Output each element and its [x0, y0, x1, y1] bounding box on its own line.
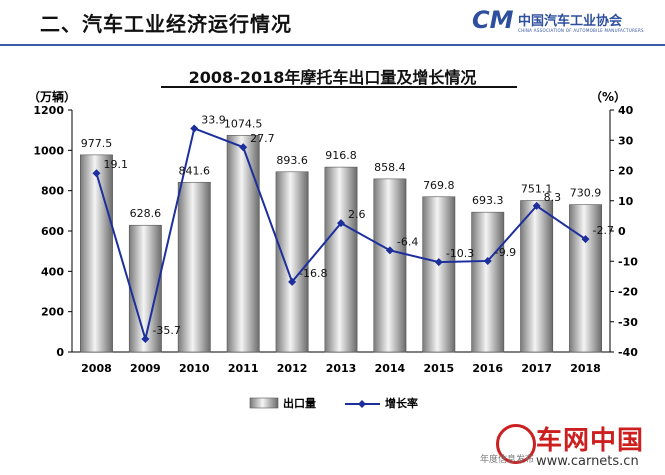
right-tick-label: -30	[618, 316, 638, 329]
growth-value-label: 2.6	[348, 208, 366, 221]
bar	[471, 211, 505, 353]
right-tick-label: 40	[618, 104, 634, 117]
x-tick-label: 2016	[472, 362, 503, 375]
watermark: 车网中国 www.carnets.cn	[496, 420, 664, 472]
right-tick-label: 30	[618, 134, 634, 147]
growth-value-label: -2.7	[593, 224, 614, 237]
bar	[80, 154, 113, 353]
header-divider	[0, 44, 665, 46]
growth-value-label: -9.9	[495, 246, 516, 259]
bar-value-label: 693.3	[472, 194, 504, 207]
left-axis-unit: （万辆）	[28, 90, 77, 104]
carnet-logo-icon	[496, 424, 536, 464]
growth-value-label: 27.7	[250, 132, 275, 145]
growth-point	[239, 143, 248, 152]
right-tick-label: -40	[618, 346, 638, 359]
x-tick-label: 2017	[521, 362, 552, 375]
left-tick-label: 0	[56, 346, 64, 359]
chart-title-underline	[161, 86, 517, 88]
bar	[520, 200, 554, 353]
left-tick-label: 600	[41, 225, 64, 238]
caam-logo: CM 中国汽车工业协会 CHINA ASSOCIATION OF AUTOMOB…	[472, 4, 662, 40]
x-tick-label: 2013	[326, 362, 357, 375]
legend-line-marker	[358, 400, 366, 408]
right-tick-label: -10	[618, 255, 638, 268]
bar	[422, 196, 456, 353]
legend-line-label: 增长率	[385, 396, 418, 410]
bar	[275, 171, 309, 353]
bar	[324, 166, 358, 353]
left-tick-label: 200	[41, 306, 64, 319]
growth-point	[92, 169, 101, 178]
header: 二、汽车工业经济运行情况 CM 中国汽车工业协会 CHINA ASSOCIATI…	[0, 0, 665, 50]
bar-value-label: 858.4	[374, 161, 406, 174]
bar-value-label: 628.6	[130, 207, 162, 220]
footer-text: 年度信息发布	[480, 455, 535, 465]
growth-point	[190, 124, 199, 133]
growth-value-label: -35.7	[152, 324, 180, 337]
x-tick-label: 2012	[277, 362, 308, 375]
growth-value-label: 33.9	[201, 113, 226, 126]
right-axis-unit: （%）	[590, 90, 627, 104]
growth-value-label: -6.4	[397, 235, 418, 248]
bar	[373, 178, 407, 353]
left-tick-label: 1000	[33, 144, 64, 157]
bar	[226, 135, 260, 353]
watermark-url: www.carnets.cn	[536, 454, 639, 469]
growth-point	[141, 334, 150, 343]
bar-value-label: 1074.5	[224, 117, 263, 130]
left-tick-label: 800	[41, 185, 64, 198]
bar	[569, 204, 602, 353]
watermark-name: 车网中国	[536, 426, 645, 456]
bar-value-label: 893.6	[276, 154, 308, 167]
x-tick-label: 2018	[570, 362, 601, 375]
x-tick-label: 2008	[81, 362, 112, 375]
logo-english-name: CHINA ASSOCIATION OF AUTOMOBILE MANUFACT…	[518, 28, 644, 33]
bar-value-label: 916.8	[325, 149, 357, 162]
x-tick-label: 2011	[228, 362, 259, 375]
bar-value-label: 977.5	[81, 137, 113, 150]
growth-point	[434, 258, 443, 267]
bar-value-label: 769.8	[423, 179, 455, 192]
growth-value-label: 8.3	[544, 191, 562, 204]
right-tick-label: 20	[618, 165, 634, 178]
growth-value-label: 19.1	[103, 158, 128, 171]
left-tick-label: 400	[41, 265, 64, 278]
bar-value-label: 730.9	[570, 187, 602, 200]
x-tick-label: 2010	[179, 362, 210, 375]
growth-point	[581, 235, 590, 244]
legend-bar-swatch	[249, 397, 279, 409]
chart-title: 2008-2018年摩托车出口量及增长情况	[188, 68, 477, 87]
right-tick-label: 10	[618, 195, 634, 208]
right-tick-label: 0	[618, 225, 626, 238]
logo-mark-icon: CM	[472, 6, 514, 34]
growth-point	[385, 246, 394, 255]
left-tick-label: 1200	[33, 104, 64, 117]
growth-value-label: -16.8	[299, 267, 327, 280]
growth-value-label: -10.3	[446, 247, 474, 260]
right-tick-label: -20	[618, 286, 638, 299]
page-title: 二、汽车工业经济运行情况	[40, 12, 292, 36]
growth-point	[483, 256, 492, 265]
x-tick-label: 2014	[375, 362, 406, 375]
growth-point	[532, 201, 541, 210]
logo-chinese-name: 中国汽车工业协会	[518, 14, 623, 29]
legend-bar-label: 出口量	[283, 396, 316, 410]
bar	[177, 181, 211, 353]
bar-value-label: 751.1	[521, 183, 553, 196]
x-tick-label: 2009	[130, 362, 161, 375]
bar-value-label: 841.6	[179, 164, 211, 177]
growth-point	[288, 277, 297, 286]
x-tick-label: 2015	[424, 362, 455, 375]
growth-point	[337, 219, 345, 228]
